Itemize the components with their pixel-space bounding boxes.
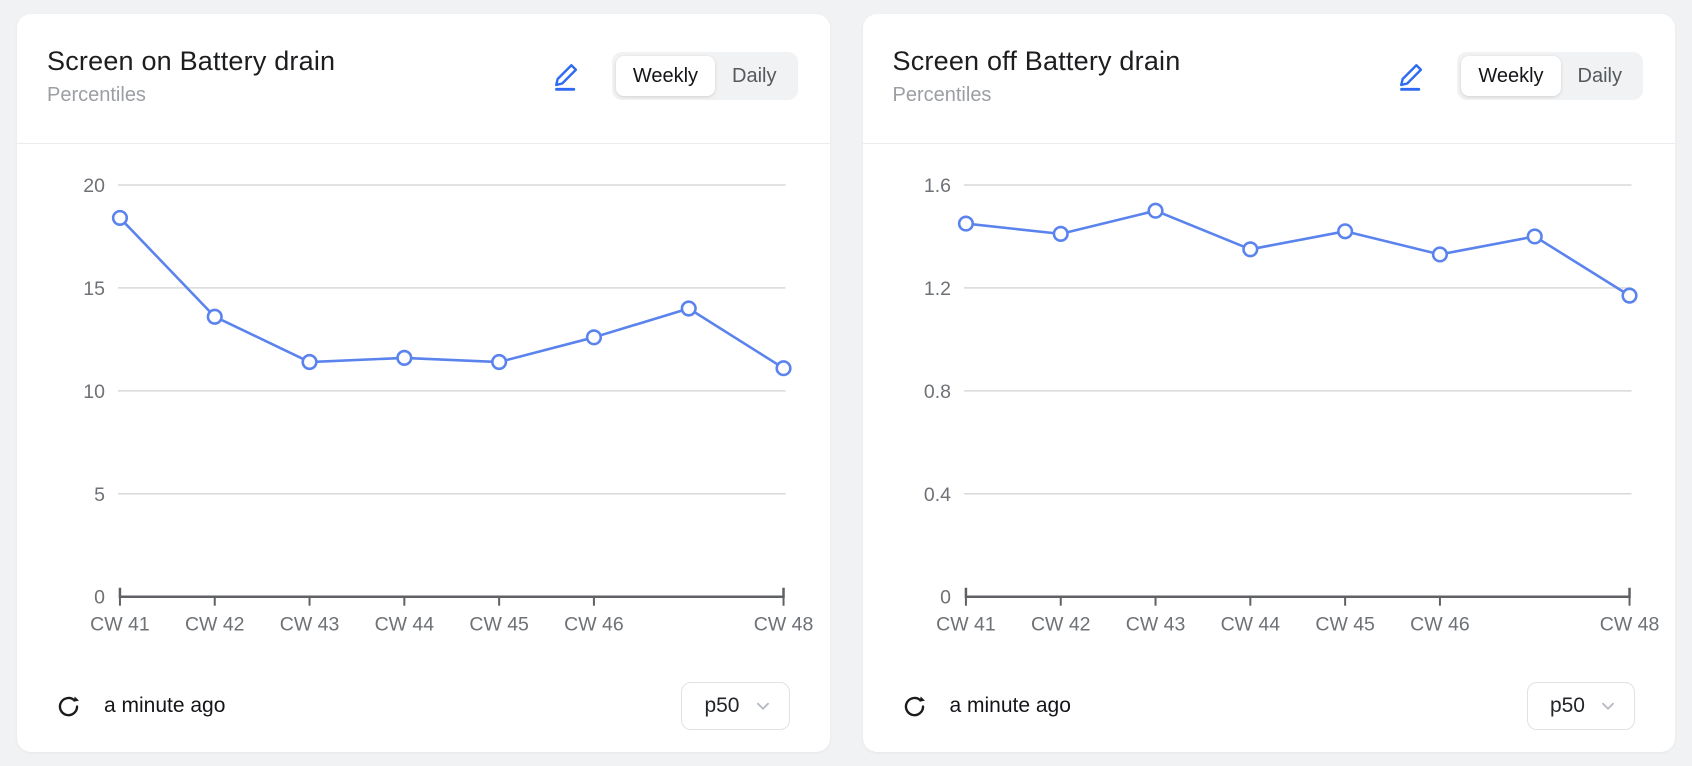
x-axis-tick-label: CW 43 [280, 614, 340, 636]
x-axis-tick-label: CW 45 [469, 614, 529, 636]
chevron-down-icon [752, 695, 774, 717]
y-axis-tick-label: 0 [940, 587, 951, 609]
x-axis-tick-label: CW 42 [1030, 614, 1090, 636]
chevron-down-icon [1597, 695, 1619, 717]
x-axis-tick-label: CW 48 [1599, 614, 1659, 636]
y-axis-tick-label: 5 [94, 484, 105, 506]
card-footer: a minute ago p50 [17, 666, 830, 752]
data-point[interactable] [1241, 241, 1258, 258]
data-point[interactable] [396, 349, 413, 367]
data-line [119, 217, 785, 370]
interval-toggle-group: Weekly Daily [1457, 52, 1643, 100]
last-updated-text: a minute ago [104, 694, 226, 717]
card-controls: Weekly Daily [550, 52, 798, 100]
data-point[interactable] [680, 300, 697, 317]
percentile-value: p50 [704, 694, 740, 717]
data-point[interactable] [1431, 246, 1448, 263]
data-point[interactable] [957, 215, 974, 232]
card-titles: Screen on Battery drain Percentiles [47, 46, 335, 107]
x-axis-tick-label: CW 46 [1410, 614, 1470, 636]
data-point[interactable] [1146, 202, 1164, 219]
x-axis-tick-label: CW 44 [375, 614, 435, 636]
x-axis-tick-label: CW 46 [564, 614, 624, 636]
data-point[interactable] [775, 360, 792, 377]
edit-button[interactable] [550, 59, 584, 93]
refresh-button[interactable] [55, 693, 82, 720]
line-chart: 0 5 10 15 20 CW 41 CW 42 CW 43 CW 44 CW 45 CW 46 CW… [83, 175, 814, 636]
card-footer: a minute ago p50 [863, 666, 1676, 752]
card-subtitle: Percentiles [892, 84, 992, 106]
chart-area: 0 5 10 15 20 CW 41 CW 42 CW 43 CW 44 CW 45 CW 46 CW… [17, 144, 830, 666]
x-axis-tick-label: CW 48 [754, 614, 814, 636]
x-axis-line [964, 587, 1631, 598]
edit-button[interactable] [1395, 59, 1429, 93]
card-title: Screen on Battery drain [47, 46, 336, 76]
data-point[interactable] [491, 353, 508, 371]
x-axis-tick-label: CW 44 [1220, 614, 1280, 636]
y-axis-tick-label: 0.4 [923, 484, 950, 506]
refresh-icon [901, 693, 928, 720]
x-axis-tick-label: CW 42 [185, 614, 245, 636]
x-axis-tick-label: CW 45 [1315, 614, 1375, 636]
percentile-select[interactable]: p50 [1526, 682, 1635, 730]
refresh-button[interactable] [901, 693, 928, 720]
toggle-option-weekly[interactable]: Weekly [1461, 56, 1561, 96]
data-point[interactable] [1052, 225, 1069, 242]
x-axis-tick-label: CW 41 [90, 614, 150, 636]
pencil-icon [550, 59, 584, 93]
card-titles: Screen off Battery drain Percentiles [893, 46, 1181, 107]
data-point[interactable] [1620, 287, 1638, 304]
line-chart: 0 0.4 0.8 1.2 1.6 CW 41 CW 42 CW 43 CW 44 CW 45 CW… [923, 175, 1659, 636]
percentile-value: p50 [1549, 694, 1585, 717]
toggle-option-weekly[interactable]: Weekly [615, 56, 716, 96]
percentile-select[interactable]: p50 [681, 682, 790, 730]
last-updated-text: a minute ago [949, 694, 1071, 717]
toggle-option-daily[interactable]: Daily [1561, 56, 1639, 96]
data-point[interactable] [1336, 223, 1353, 240]
data-point[interactable] [111, 209, 129, 227]
x-axis-tick-label: CW 41 [936, 614, 996, 636]
card-title: Screen off Battery drain [892, 46, 1181, 76]
chart-area: 0 0.4 0.8 1.2 1.6 CW 41 CW 42 CW 43 CW 44 CW 45 CW… [863, 144, 1676, 666]
interval-toggle-group: Weekly Daily [611, 52, 798, 100]
card-screen-on-battery-drain: Screen on Battery drain Percentiles Week… [17, 14, 830, 752]
pencil-icon [1395, 59, 1429, 93]
header-divider [862, 143, 1675, 144]
y-axis-tick-label: 0 [94, 587, 105, 609]
data-line [965, 209, 1630, 297]
refresh-status: a minute ago [901, 693, 1071, 720]
x-axis-line [118, 587, 785, 598]
card-controls: Weekly Daily [1395, 52, 1643, 100]
y-axis-tick-label: 1.6 [923, 175, 950, 197]
refresh-icon [55, 693, 82, 720]
data-point[interactable] [1526, 228, 1543, 245]
data-point[interactable] [206, 308, 223, 325]
refresh-status: a minute ago [55, 693, 225, 720]
y-axis-tick-label: 0.8 [923, 381, 950, 403]
y-axis-tick-label: 10 [83, 381, 105, 403]
card-header: Screen off Battery drain Percentiles Wee… [863, 14, 1676, 143]
y-axis-tick-label: 15 [83, 278, 105, 300]
card-header: Screen on Battery drain Percentiles Week… [17, 14, 830, 143]
y-axis-tick-label: 20 [83, 175, 105, 197]
header-divider [17, 143, 830, 144]
card-subtitle: Percentiles [47, 84, 146, 106]
y-axis-tick-label: 1.2 [923, 278, 950, 300]
data-point[interactable] [585, 329, 603, 346]
x-axis-tick-label: CW 43 [1125, 614, 1185, 636]
card-screen-off-battery-drain: Screen off Battery drain Percentiles Wee… [862, 14, 1676, 752]
toggle-option-daily[interactable]: Daily [715, 56, 793, 96]
data-point[interactable] [301, 353, 318, 371]
